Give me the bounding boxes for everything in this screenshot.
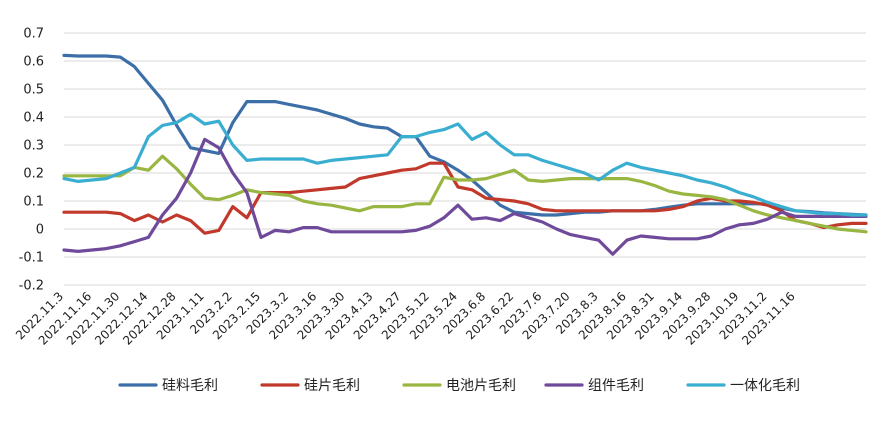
legend-label: 电池片毛利 — [446, 378, 516, 394]
series-lines — [62, 53, 868, 256]
y-tick-label: 0 — [36, 223, 44, 238]
y-tick-label: 0.2 — [23, 167, 44, 182]
y-tick-label: 0.6 — [23, 55, 44, 70]
series-line-3 — [62, 137, 868, 256]
y-tick-label: 0.5 — [23, 83, 44, 98]
legend-label: 组件毛利 — [588, 378, 644, 394]
x-axis-ticks: 2022.11.32022.11.162022.11.302022.12.142… — [13, 289, 798, 347]
y-tick-label: -0.2 — [19, 279, 44, 294]
gridlines — [64, 32, 866, 286]
legend-label: 一体化毛利 — [730, 378, 800, 394]
series-line-0 — [62, 53, 868, 217]
legend-label: 硅料毛利 — [162, 378, 218, 394]
series-line-4 — [62, 112, 868, 217]
series-line-2 — [62, 154, 868, 234]
legend: 硅料毛利 硅片毛利 电池片毛利 组件毛利 一体化毛利 — [118, 378, 800, 394]
y-tick-label: 0.4 — [23, 111, 44, 126]
y-axis-ticks: -0.2 -0.1 0 0.1 0.2 0.3 0.4 0.5 0.6 0.7 — [19, 27, 44, 294]
y-tick-label: 0.3 — [23, 139, 44, 154]
legend-label: 硅片毛利 — [304, 378, 360, 394]
y-tick-label: 0.7 — [23, 27, 44, 42]
y-tick-label: 0.1 — [23, 195, 44, 210]
y-tick-label: -0.1 — [19, 251, 44, 266]
